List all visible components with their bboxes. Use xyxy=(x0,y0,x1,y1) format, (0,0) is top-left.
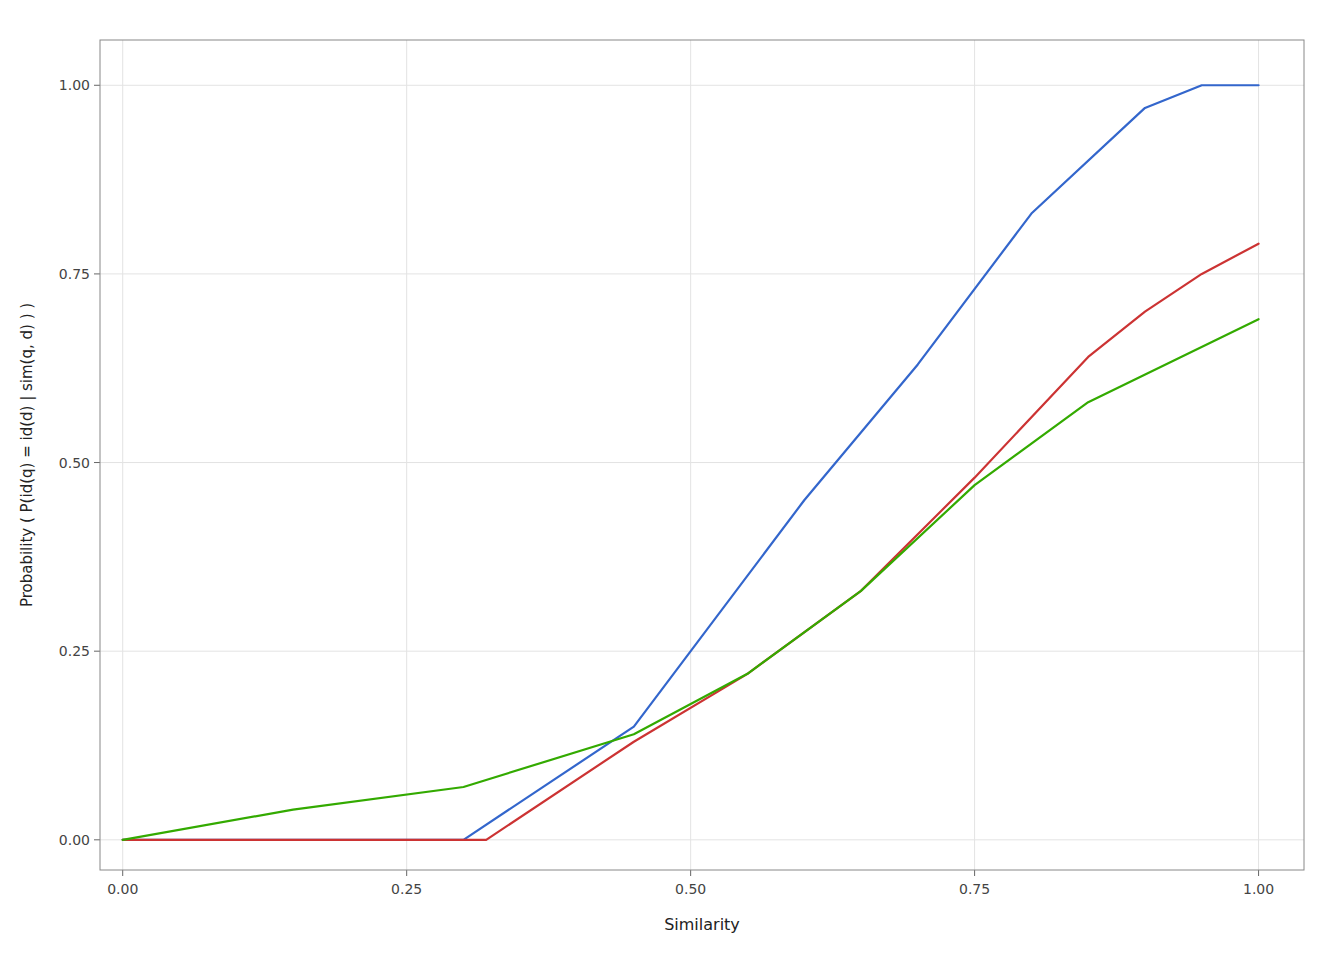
series-line xyxy=(123,319,1259,840)
tick-y xyxy=(94,651,100,652)
plot-frame xyxy=(100,40,1304,870)
tick-label-y: 0.00 xyxy=(59,832,90,848)
tick-y xyxy=(94,839,100,840)
chart: 0.00 0.25 0.50 0.75 1.00 0.00 0.25 0.50 0.75 1.00… xyxy=(0,0,1344,960)
tick-label-y: 0.25 xyxy=(59,643,90,659)
tick-x xyxy=(690,870,691,876)
tick-x xyxy=(122,870,123,876)
grid-line-y xyxy=(100,462,1304,463)
tick-x xyxy=(406,870,407,876)
tick-x xyxy=(974,870,975,876)
grid-line-y xyxy=(100,85,1304,86)
tick-label-x: 0.25 xyxy=(391,881,422,897)
grid xyxy=(100,40,1304,870)
tick-x xyxy=(1258,870,1259,876)
tick-label-y: 0.50 xyxy=(59,455,90,471)
axes: 0.00 0.25 0.50 0.75 1.00 0.00 0.25 0.50 0.75 1.00 xyxy=(59,40,1304,897)
tick-label-x: 0.00 xyxy=(107,881,138,897)
grid-line-y xyxy=(100,651,1304,652)
grid-line-x xyxy=(122,40,123,870)
grid-line-x xyxy=(406,40,407,870)
plot-background xyxy=(100,40,1304,870)
series-line xyxy=(123,85,1259,840)
grid-line-x xyxy=(974,40,975,870)
grid-line-x xyxy=(1258,40,1259,870)
tick-y xyxy=(94,462,100,463)
tick-y xyxy=(94,273,100,274)
grid-line-x xyxy=(690,40,691,870)
tick-label-y: 1.00 xyxy=(59,77,90,93)
tick-label-x: 1.00 xyxy=(1243,881,1274,897)
tick-label-x: 0.75 xyxy=(959,881,990,897)
x-axis-label: Similarity xyxy=(664,915,740,934)
tick-label-x: 0.50 xyxy=(675,881,706,897)
grid-line-y xyxy=(100,273,1304,274)
y-axis-label: Probability ( P(id(q) = id(d) | sim(q, d… xyxy=(18,303,36,607)
series-line xyxy=(123,244,1259,840)
tick-label-y: 0.75 xyxy=(59,266,90,282)
tick-y xyxy=(94,85,100,86)
series-group xyxy=(123,85,1259,840)
